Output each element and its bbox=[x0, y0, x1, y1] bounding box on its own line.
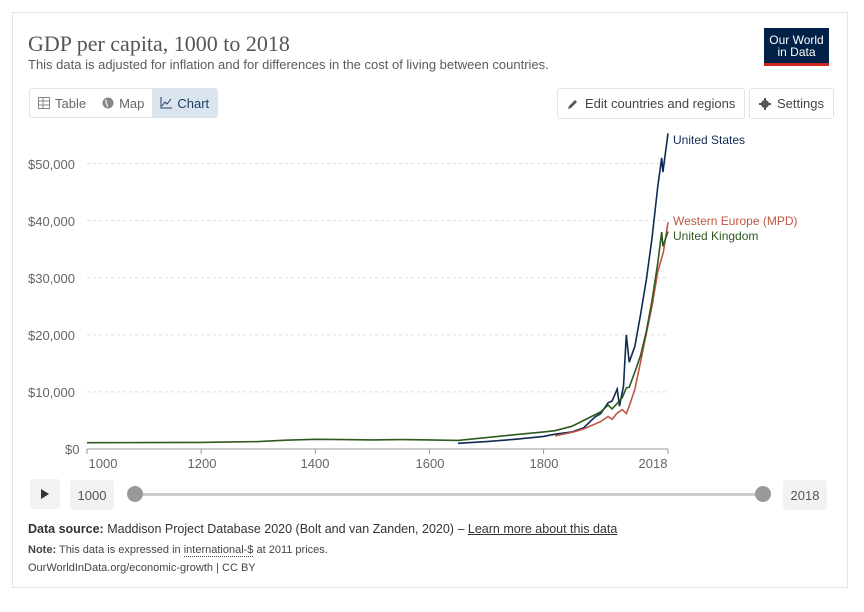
tab-label: Table bbox=[55, 95, 87, 111]
edit-countries-label: Edit countries and regions bbox=[585, 96, 736, 111]
view-tabs: Table Map Chart bbox=[29, 88, 219, 118]
y-tick-label: $20,000 bbox=[28, 328, 75, 343]
x-tick-label: 1000 bbox=[88, 456, 118, 471]
settings-button[interactable]: Settings bbox=[749, 88, 834, 119]
source-text: Maddison Project Database 2020 (Bolt and… bbox=[107, 522, 465, 536]
pencil-icon bbox=[568, 99, 577, 109]
tab-label: Chart bbox=[177, 95, 210, 111]
note-text: at 2011 prices. bbox=[256, 544, 328, 556]
logo-line-2: in Data bbox=[777, 45, 816, 59]
timeline-end-year[interactable]: 2018 bbox=[783, 480, 827, 510]
source-url[interactable]: OurWorldInData.org/economic-growth | CC … bbox=[28, 562, 256, 574]
x-tick-label: 1400 bbox=[300, 456, 330, 471]
x-tick-label: 1600 bbox=[415, 456, 445, 471]
line-chart-icon bbox=[160, 97, 173, 109]
timeline-track[interactable] bbox=[135, 493, 763, 496]
data-source: Data source: Maddison Project Database 2… bbox=[28, 522, 617, 536]
gear-icon bbox=[759, 97, 771, 110]
source-label: Data source: bbox=[28, 522, 104, 536]
timeline-end-handle[interactable] bbox=[755, 486, 771, 502]
timeline-start-year[interactable]: 1000 bbox=[70, 480, 114, 510]
x-tick-label: 1800 bbox=[529, 456, 559, 471]
international-dollar-link[interactable]: international-$ bbox=[183, 544, 254, 557]
y-tick-label: $0 bbox=[65, 442, 80, 457]
note-label: Note: bbox=[28, 544, 57, 556]
tab-table[interactable]: Table bbox=[30, 89, 94, 117]
y-tick-label: $30,000 bbox=[28, 271, 75, 286]
logo-line-1: Our World bbox=[769, 33, 824, 47]
y-tick-label: $40,000 bbox=[28, 214, 75, 229]
globe-icon bbox=[102, 97, 114, 109]
table-icon bbox=[38, 97, 50, 109]
footnote: Note: This data is expressed in internat… bbox=[28, 544, 328, 557]
note-text: This data is expressed in bbox=[58, 544, 181, 556]
play-button[interactable] bbox=[30, 479, 60, 509]
series-label-united-states: United States bbox=[673, 133, 746, 147]
owid-logo[interactable]: Our World in Data bbox=[764, 28, 829, 66]
series-label-western-europe: Western Europe (MPD) bbox=[673, 214, 798, 228]
chart-title: GDP per capita, 1000 to 2018 bbox=[28, 31, 290, 56]
x-tick-label: 2018 bbox=[638, 456, 668, 471]
tab-map[interactable]: Map bbox=[94, 89, 152, 117]
x-tick-label: 1200 bbox=[187, 456, 217, 471]
timeline-start-handle[interactable] bbox=[127, 486, 143, 502]
play-icon bbox=[41, 489, 49, 499]
edit-countries-button[interactable]: Edit countries and regions bbox=[557, 88, 746, 119]
tab-chart[interactable]: Chart bbox=[152, 89, 218, 117]
y-tick-label: $10,000 bbox=[28, 385, 75, 400]
chart-subtitle: This data is adjusted for inflation and … bbox=[28, 57, 549, 72]
settings-label: Settings bbox=[777, 96, 824, 111]
tab-label: Map bbox=[119, 95, 145, 111]
series-label-united-kingdom: United Kingdom bbox=[673, 229, 759, 243]
learn-more-link[interactable]: Learn more about this data bbox=[467, 522, 618, 536]
y-tick-label: $50,000 bbox=[28, 157, 75, 172]
